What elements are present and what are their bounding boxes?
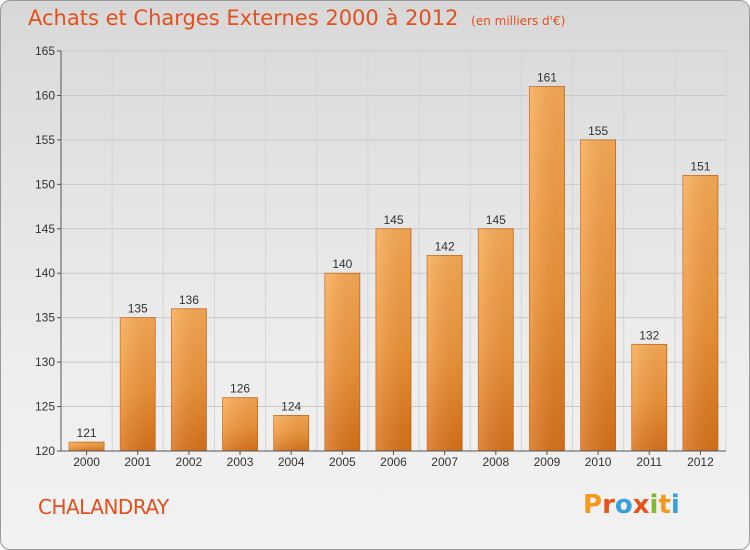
x-tick-label: 2007 (431, 455, 458, 469)
x-tick-label: 2009 (534, 455, 561, 469)
proxiti-logo: Proxiti (583, 490, 680, 520)
data-label: 161 (537, 71, 557, 85)
x-tick-label: 2012 (687, 455, 714, 469)
data-label: 135 (128, 302, 148, 316)
y-tick-label: 120 (35, 444, 55, 458)
y-tick-label: 155 (35, 133, 55, 147)
x-tick-label: 2006 (380, 455, 407, 469)
data-label: 124 (281, 399, 301, 413)
data-label: 140 (332, 257, 352, 271)
y-tick-label: 165 (35, 44, 55, 58)
logo-letter: t (658, 490, 671, 520)
y-tick-label: 135 (35, 311, 55, 325)
chart-title-text: Achats et Charges Externes 2000 à 2012 (28, 6, 459, 30)
x-tick-label: 2002 (176, 455, 203, 469)
x-tick-label: 2005 (329, 455, 356, 469)
bar-shade (580, 139, 616, 451)
bar-shade (324, 273, 360, 451)
bar-shade (273, 415, 309, 451)
data-label: 126 (230, 382, 250, 396)
chart-subtitle: (en milliers d'€) (471, 14, 566, 28)
logo-letter: x (632, 490, 650, 520)
logo-letter: P (583, 490, 603, 520)
bar-shade (478, 228, 514, 451)
y-tick-label: 130 (35, 355, 55, 369)
x-tick-label: 2008 (482, 455, 509, 469)
logo-letter: i (670, 490, 680, 520)
bar-shade (120, 317, 156, 451)
x-tick-label: 2011 (636, 455, 662, 469)
data-label: 151 (690, 159, 710, 173)
city-name: CHALANDRAY (38, 495, 169, 519)
y-tick-label: 125 (35, 400, 55, 414)
chart-title: Achats et Charges Externes 2000 à 2012 (… (28, 6, 565, 30)
x-tick-label: 2010 (585, 455, 612, 469)
y-tick-label: 160 (35, 88, 55, 102)
bar-shade (376, 228, 411, 451)
data-label: 136 (179, 293, 199, 307)
bar-shade (682, 175, 718, 451)
logo-letter: i (649, 490, 659, 520)
bar-shade (69, 442, 105, 451)
data-label: 132 (639, 328, 659, 342)
logo-letter: o (614, 490, 633, 520)
bar-shade (631, 344, 667, 451)
bar-shade (171, 308, 207, 451)
x-tick-label: 2001 (124, 455, 151, 469)
data-label: 155 (588, 124, 608, 138)
y-tick-label: 145 (35, 222, 55, 236)
bar-shade (529, 86, 565, 452)
data-label: 145 (383, 213, 403, 227)
bars: 121 135 136 126 124 140 145 142 145 161 155 132 151 (68, 71, 719, 452)
axes: 120 125 130 135 140 145 150 155 160 165 2000 2001 20… (35, 44, 726, 469)
x-tick-label: 2004 (278, 455, 305, 469)
data-label: 142 (435, 239, 455, 253)
y-tick-label: 150 (35, 177, 55, 191)
x-tick-label: 2000 (73, 455, 100, 469)
data-label: 121 (77, 426, 97, 440)
y-tick-label: 140 (35, 266, 55, 280)
data-label: 145 (486, 213, 506, 227)
logo-letter: r (602, 490, 615, 520)
x-tick-label: 2003 (227, 455, 254, 469)
bar-shade (427, 255, 463, 451)
bar-shade (222, 397, 258, 451)
